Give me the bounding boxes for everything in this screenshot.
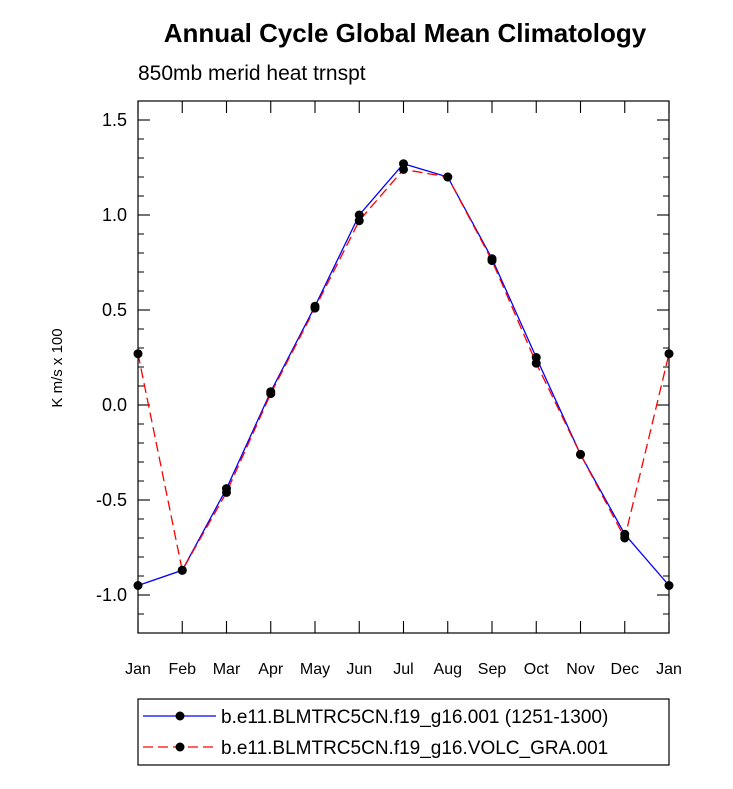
x-tick-label: Apr: [258, 661, 284, 678]
y-tick-label: 1.5: [102, 110, 127, 130]
x-tick-label: Oct: [524, 661, 549, 678]
y-tick-label: -0.5: [96, 490, 127, 510]
series-2-point: [487, 256, 497, 266]
series-points: [133, 159, 674, 590]
chart-subtitle: 850mb merid heat trnspt: [138, 62, 366, 85]
series-2-point: [310, 303, 320, 313]
legend: b.e11.BLMTRC5CN.f19_g16.001 (1251-1300) …: [137, 698, 670, 766]
x-tick-label: Nov: [566, 661, 594, 678]
chart-title: Annual Cycle Global Mean Climatology: [164, 18, 647, 48]
series-2-point: [620, 533, 630, 543]
plot-frame: [137, 100, 670, 634]
series-line-2: [137, 168, 670, 573]
legend-marker-series-2: [175, 742, 185, 752]
legend-marker-series-1: [175, 711, 185, 721]
series-2-point: [531, 358, 541, 368]
legend-box: [137, 698, 670, 766]
x-tick-label: Feb: [168, 661, 196, 678]
x-tick-label: May: [300, 661, 330, 678]
x-tick-label: Jan: [656, 661, 682, 678]
y-tick-label: 0.0: [102, 395, 127, 415]
series-2-point: [576, 449, 585, 459]
y-tick-label: 1.0: [102, 205, 127, 225]
series-2-point: [354, 216, 364, 226]
series-2-point: [443, 172, 453, 182]
x-tick-label: Mar: [213, 661, 241, 678]
series-line-1: [137, 162, 670, 587]
series-2-point: [399, 164, 408, 174]
series-2-point: [266, 389, 276, 399]
axis-ticks: [137, 100, 670, 634]
series-2-point: [177, 565, 187, 575]
x-tick-label: Jun: [346, 661, 372, 678]
y-tick-label: -1.0: [96, 585, 127, 605]
series-2-point: [222, 487, 231, 497]
x-tick-label: Dec: [611, 661, 639, 678]
y-tick-label: 0.5: [102, 300, 127, 320]
legend-label-series-1: b.e11.BLMTRC5CN.f19_g16.001 (1251-1300): [221, 707, 608, 728]
x-tick-label: Sep: [478, 661, 507, 678]
legend-label-series-2: b.e11.BLMTRC5CN.f19_g16.VOLC_GRA.001: [221, 738, 608, 759]
y-tick-labels: -1.0 -0.5 0.0 0.5 1.0 1.5: [96, 110, 127, 605]
y-axis-label: K m/s x 100: [49, 328, 66, 407]
x-tick-label: Jul: [393, 661, 413, 678]
x-tick-label: Aug: [434, 661, 462, 678]
x-tick-labels: Jan Feb Mar Apr May Jun Jul Aug Sep Oct Nov Dec Jan: [125, 661, 682, 678]
x-tick-label: Jan: [125, 661, 151, 678]
series-lines: [137, 162, 670, 587]
